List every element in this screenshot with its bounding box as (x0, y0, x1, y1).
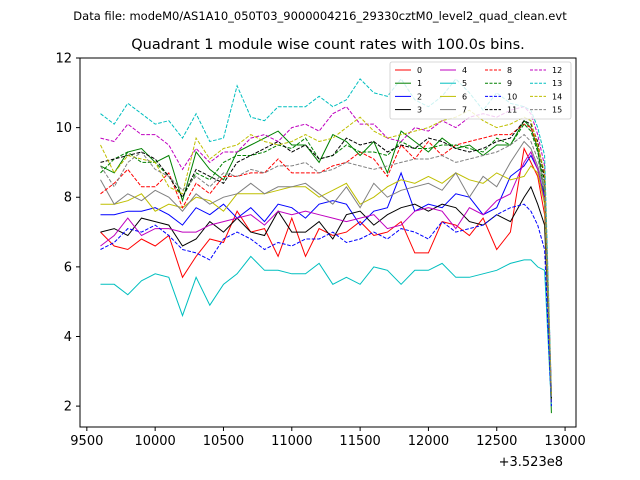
x-axis: 9500 10000 10500 11000 11500 12000 12500 13000 (70, 427, 586, 449)
series-line-3 (100, 185, 552, 396)
legend-label-8: 8 (507, 66, 512, 75)
x-tick-label: 9500 (70, 434, 103, 449)
y-tick-label: 6 (64, 260, 72, 275)
legend-label-4: 4 (462, 66, 467, 75)
series-line-0 (100, 146, 552, 400)
y-tick-label: 4 (64, 330, 72, 345)
y-axis: 2 4 6 8 10 12 (55, 52, 80, 415)
legend-label-3: 3 (417, 106, 422, 115)
x-tick-label: 10000 (134, 434, 175, 449)
legend-box (389, 61, 572, 120)
series-line-15 (100, 133, 552, 400)
plot-frame (79, 57, 577, 428)
x-offset-label: +3.523e8 (499, 455, 563, 470)
series-line-11 (100, 120, 552, 400)
x-tick-label: 12500 (476, 434, 517, 449)
y-tick-label: 2 (64, 400, 72, 415)
legend-label-0: 0 (417, 66, 422, 75)
legend-label-10: 10 (507, 92, 517, 101)
chart-suptitle: Data file: modeM0/AS1A10_050T03_90000042… (73, 9, 567, 23)
x-tick-label: 11500 (339, 434, 380, 449)
x-tick-label: 12000 (408, 434, 449, 449)
x-tick-label: 13000 (544, 434, 585, 449)
series-line-8 (100, 123, 552, 396)
series-line-2 (100, 154, 552, 393)
legend-label-9: 9 (507, 79, 512, 88)
series-line-4 (100, 150, 552, 403)
series-line-7 (100, 140, 552, 400)
y-tick-label: 8 (64, 191, 72, 206)
legend-label-14: 14 (552, 92, 562, 101)
series-line-6 (100, 165, 552, 403)
series-line-9 (100, 123, 552, 400)
chart-title: Quadrant 1 module wise count rates with … (131, 37, 525, 53)
y-tick-label: 10 (55, 121, 72, 136)
legend-label-15: 15 (552, 106, 562, 115)
legend-label-6: 6 (462, 92, 467, 101)
legend-label-2: 2 (417, 92, 422, 101)
series-line-10 (100, 203, 552, 407)
series-line-5 (100, 255, 552, 407)
y-tick-label: 12 (55, 52, 72, 67)
legend-label-1: 1 (417, 79, 422, 88)
legend-label-12: 12 (552, 66, 562, 75)
series-line-14 (100, 109, 552, 396)
series-line-1 (100, 119, 552, 414)
legend-label-13: 13 (552, 79, 562, 88)
plot-lines (100, 78, 552, 414)
x-tick-label: 11000 (271, 434, 312, 449)
legend-label-7: 7 (462, 106, 467, 115)
x-tick-label: 10500 (203, 434, 244, 449)
legend-label-5: 5 (462, 79, 467, 88)
legend-label-11: 11 (507, 106, 517, 115)
